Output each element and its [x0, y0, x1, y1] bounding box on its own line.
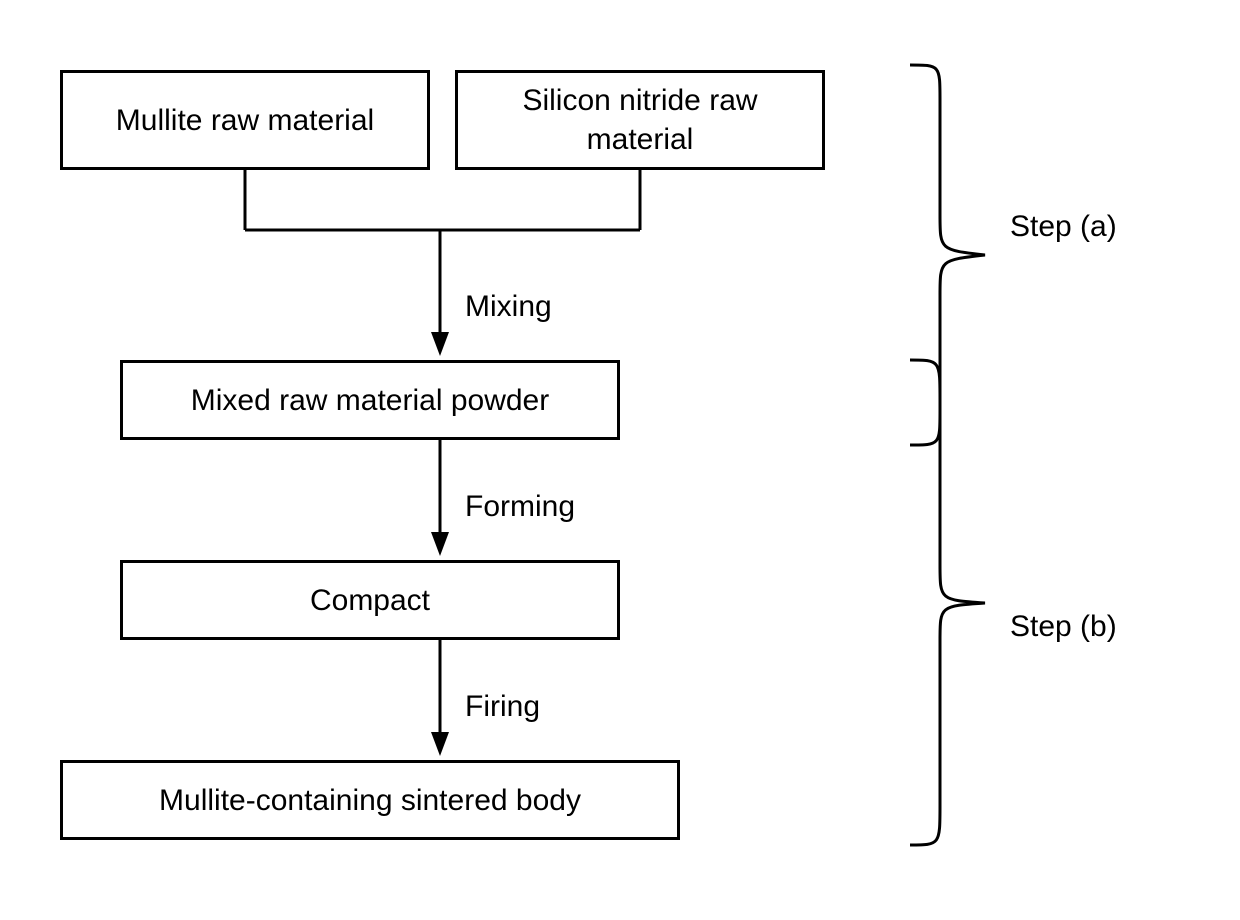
brace-a	[910, 65, 985, 445]
connectors-svg	[0, 0, 1240, 920]
brace-b	[910, 360, 985, 845]
flowchart-diagram: Mullite raw material Silicon nitride raw…	[0, 0, 1240, 920]
